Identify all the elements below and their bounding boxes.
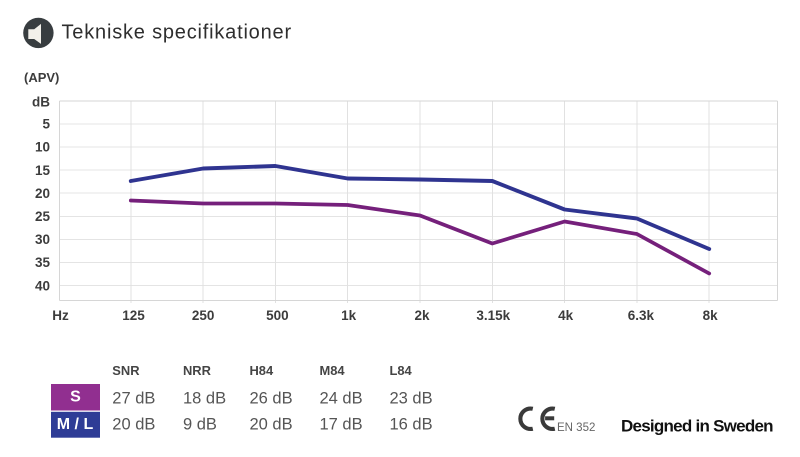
svg-text:500: 500 — [266, 308, 289, 323]
svg-text:125: 125 — [122, 308, 145, 323]
svg-text:30: 30 — [35, 232, 50, 247]
svg-text:6.3k: 6.3k — [628, 308, 655, 323]
svg-text:15: 15 — [35, 163, 51, 178]
svg-text:EN 352: EN 352 — [557, 422, 595, 434]
svg-text:40: 40 — [35, 278, 50, 293]
svg-text:M / L: M / L — [57, 416, 94, 433]
svg-text:(APV): (APV) — [24, 70, 59, 85]
svg-text:35: 35 — [35, 255, 51, 270]
svg-text:20 dB: 20 dB — [112, 416, 155, 434]
svg-text:16 dB: 16 dB — [390, 416, 433, 434]
svg-text:25: 25 — [35, 209, 51, 224]
svg-text:26 dB: 26 dB — [250, 390, 293, 408]
svg-text:1k: 1k — [341, 308, 357, 323]
svg-text:dB: dB — [32, 94, 50, 109]
svg-text:SNR: SNR — [112, 363, 140, 378]
svg-text:17 dB: 17 dB — [320, 416, 363, 434]
svg-text:24 dB: 24 dB — [320, 390, 363, 408]
svg-text:20: 20 — [35, 186, 50, 201]
svg-text:Designed in Sweden: Designed in Sweden — [621, 417, 773, 436]
svg-text:20 dB: 20 dB — [250, 416, 293, 434]
svg-text:8k: 8k — [703, 308, 719, 323]
svg-text:Tekniske specifikationer: Tekniske specifikationer — [62, 22, 292, 44]
svg-text:9 dB: 9 dB — [183, 416, 217, 434]
svg-text:250: 250 — [192, 308, 215, 323]
svg-text:L84: L84 — [390, 363, 413, 378]
svg-text:23 dB: 23 dB — [390, 390, 433, 408]
svg-text:5: 5 — [42, 117, 50, 132]
svg-text:2k: 2k — [414, 308, 430, 323]
svg-text:3.15k: 3.15k — [476, 308, 510, 323]
svg-text:NRR: NRR — [183, 363, 212, 378]
svg-text:10: 10 — [35, 140, 50, 155]
svg-text:S: S — [70, 388, 81, 405]
svg-text:18 dB: 18 dB — [183, 390, 226, 408]
svg-text:4k: 4k — [558, 308, 574, 323]
svg-text:Hz: Hz — [52, 308, 69, 323]
svg-text:27 dB: 27 dB — [112, 390, 155, 408]
svg-text:M84: M84 — [320, 363, 346, 378]
svg-text:H84: H84 — [250, 363, 274, 378]
